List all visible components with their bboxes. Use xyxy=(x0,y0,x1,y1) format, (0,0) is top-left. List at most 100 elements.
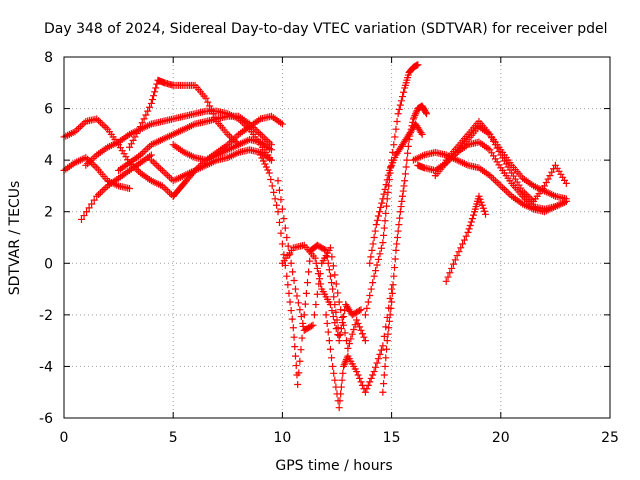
data-point-interp xyxy=(151,160,159,168)
data-point-interp xyxy=(336,331,344,339)
data-point-interp xyxy=(490,175,498,183)
data-point-interp xyxy=(369,371,377,379)
data-point-interp xyxy=(332,280,340,288)
data-point xyxy=(379,342,387,350)
data-point xyxy=(283,234,291,241)
data-point-interp xyxy=(268,182,276,190)
data-point-interp xyxy=(326,272,334,280)
data-point xyxy=(289,324,297,332)
data-point-interp xyxy=(380,231,388,239)
data-point-interp xyxy=(391,264,399,272)
series-track-u xyxy=(409,148,570,216)
data-point xyxy=(383,337,391,345)
data-point xyxy=(294,380,302,388)
data-point-interp xyxy=(325,266,333,274)
data-point-interp xyxy=(287,259,295,267)
data-point-interp xyxy=(261,160,269,168)
data-point-interp xyxy=(363,304,371,312)
data-point-interp xyxy=(544,175,552,183)
data-point-interp xyxy=(383,176,391,184)
data-point-interp xyxy=(377,346,385,354)
series-track-i xyxy=(169,112,286,200)
data-point-interp xyxy=(295,369,303,377)
data-point xyxy=(283,272,291,280)
data-point-interp xyxy=(142,111,150,119)
data-point-interp xyxy=(390,272,398,280)
data-point-interp xyxy=(297,313,305,321)
data-point xyxy=(202,94,210,102)
data-point-interp xyxy=(367,253,375,261)
data-point-interp xyxy=(377,203,385,211)
data-point-interp xyxy=(502,187,510,195)
data-point-interp xyxy=(275,186,283,194)
data-point-interp xyxy=(367,374,375,382)
data-point-interp xyxy=(396,214,404,222)
data-point-interp xyxy=(377,244,385,252)
data-point-interp xyxy=(354,371,362,379)
series-track-t xyxy=(442,192,490,285)
data-point-interp xyxy=(85,204,93,212)
data-point-interp xyxy=(280,215,288,223)
data-point-interp xyxy=(286,298,294,306)
data-point-interp xyxy=(277,196,285,204)
data-point-interp xyxy=(360,333,368,341)
data-point-interp xyxy=(301,300,309,308)
data-point-interp xyxy=(325,337,333,345)
data-point-interp xyxy=(317,280,325,288)
data-point-interp xyxy=(466,221,474,229)
data-point-interp xyxy=(396,101,404,109)
data-point-interp xyxy=(305,268,313,276)
data-point-interp xyxy=(138,119,146,127)
data-point-interp xyxy=(354,319,362,327)
data-point xyxy=(344,344,352,352)
data-point-interp xyxy=(546,172,554,180)
data-point-interp xyxy=(160,168,168,176)
data-point xyxy=(147,99,155,107)
data-point-interp xyxy=(395,221,403,229)
data-point-interp xyxy=(397,97,405,105)
data-point-interp xyxy=(542,178,550,186)
data-point-interp xyxy=(100,185,108,193)
data-point xyxy=(562,197,570,205)
data-point xyxy=(265,169,273,177)
data-point-interp xyxy=(490,137,498,145)
data-point-interp xyxy=(382,209,390,217)
data-point-interp xyxy=(363,385,371,393)
data-point-interp xyxy=(102,123,110,131)
data-point-interp xyxy=(403,156,411,164)
data-point xyxy=(329,362,337,370)
data-point-interp xyxy=(298,334,306,342)
data-point-interp xyxy=(226,132,234,140)
data-point-interp xyxy=(299,319,307,327)
data-point-interp xyxy=(399,93,407,101)
data-point-interp xyxy=(411,111,419,119)
data-point-interp xyxy=(399,187,407,195)
data-point-interp xyxy=(380,190,388,198)
data-point-interp xyxy=(329,262,337,270)
data-point-interp xyxy=(204,98,212,106)
data-point-interp xyxy=(150,92,158,100)
data-point xyxy=(475,192,483,200)
data-point-interp xyxy=(548,168,556,176)
data-point-interp xyxy=(526,194,534,202)
data-point-interp xyxy=(459,240,467,248)
data-point-interp xyxy=(140,115,148,123)
data-point xyxy=(309,321,317,329)
data-point-interp xyxy=(152,84,160,92)
data-point-interp xyxy=(91,162,99,170)
data-point-interp xyxy=(373,261,381,269)
series-track-c xyxy=(77,151,155,223)
data-point-interp xyxy=(95,191,103,199)
data-point-interp xyxy=(285,289,293,297)
data-point-interp xyxy=(364,298,372,306)
data-point-interp xyxy=(393,234,401,241)
data-point-interp xyxy=(258,154,266,162)
data-point-interp xyxy=(382,181,390,189)
data-point-interp xyxy=(289,268,297,276)
data-point-interp xyxy=(368,246,376,254)
data-point-interp xyxy=(491,177,499,185)
data-point xyxy=(326,244,334,252)
y-tick-label: 2 xyxy=(44,205,53,221)
data-point-interp xyxy=(264,166,272,174)
data-point-interp xyxy=(156,165,164,173)
